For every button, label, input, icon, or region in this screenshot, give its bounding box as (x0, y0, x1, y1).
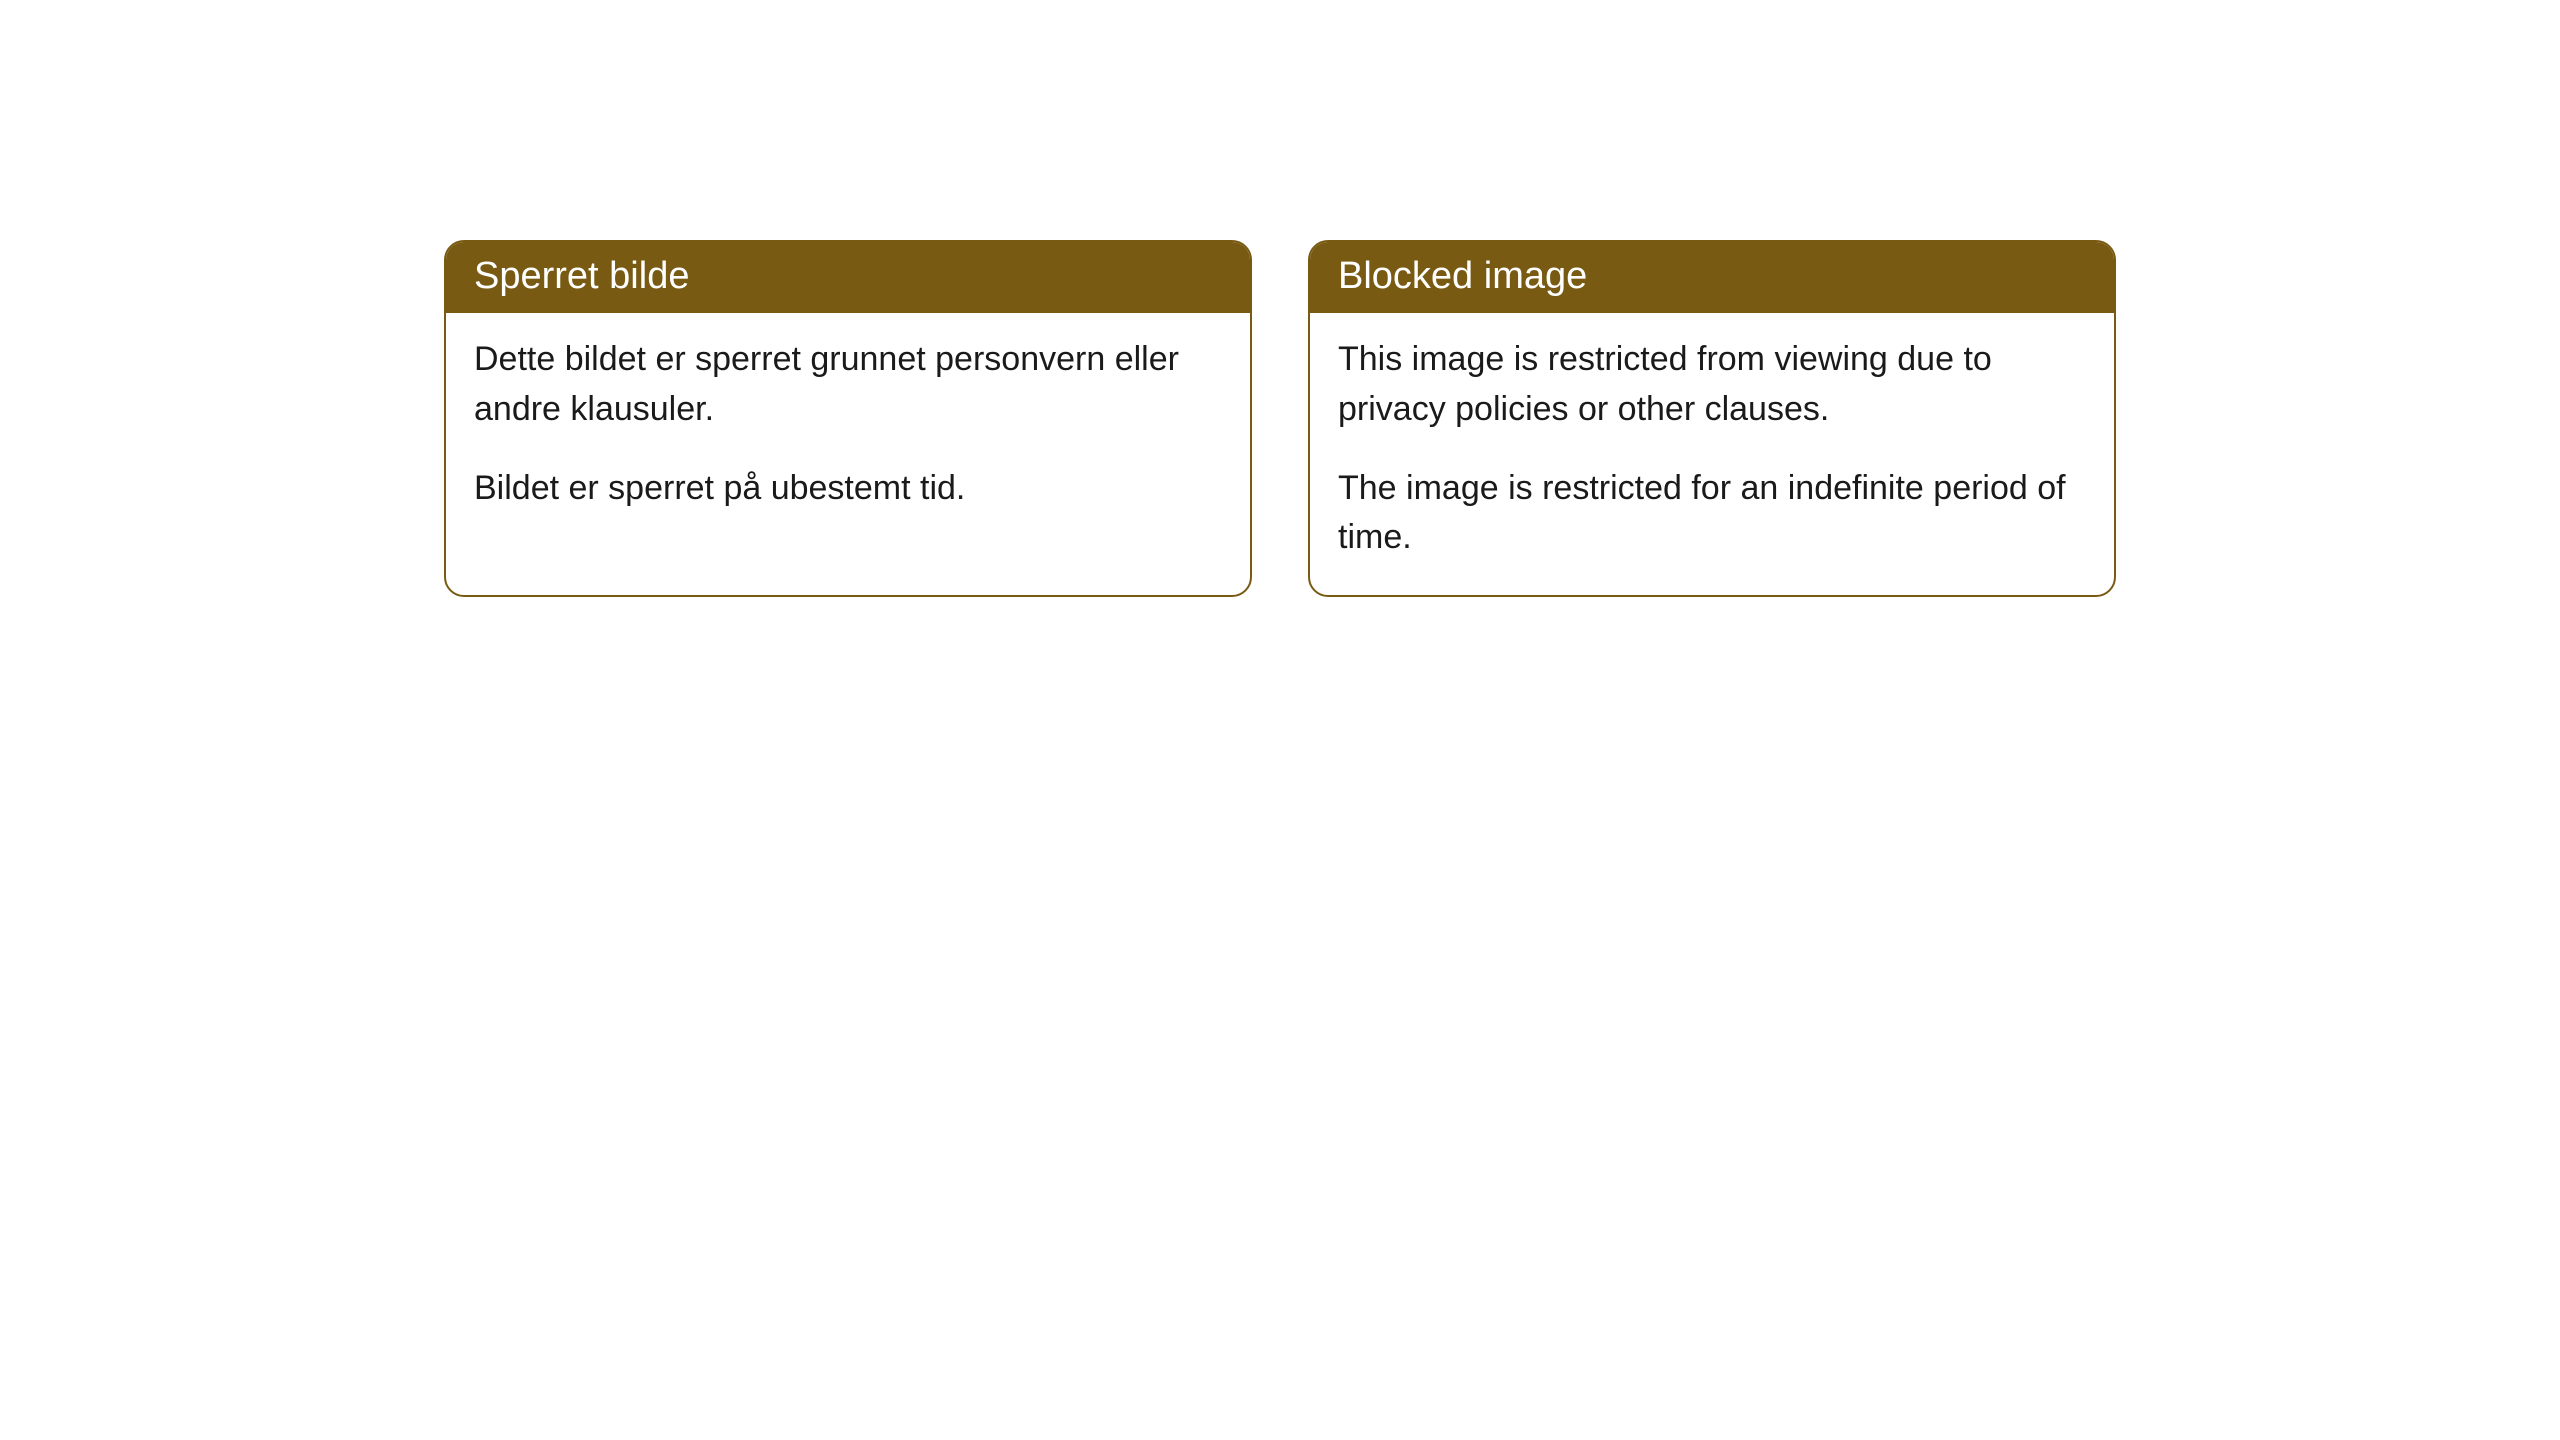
notice-card-english: Blocked image This image is restricted f… (1308, 240, 2116, 597)
notice-paragraph: Dette bildet er sperret grunnet personve… (474, 335, 1222, 434)
notice-paragraph: The image is restricted for an indefinit… (1338, 464, 2086, 563)
notice-body-norwegian: Dette bildet er sperret grunnet personve… (446, 313, 1250, 545)
notice-header-norwegian: Sperret bilde (446, 242, 1250, 313)
notice-paragraph: This image is restricted from viewing du… (1338, 335, 2086, 434)
notice-paragraph: Bildet er sperret på ubestemt tid. (474, 464, 1222, 513)
notice-card-norwegian: Sperret bilde Dette bildet er sperret gr… (444, 240, 1252, 597)
notice-header-english: Blocked image (1310, 242, 2114, 313)
notice-body-english: This image is restricted from viewing du… (1310, 313, 2114, 594)
notice-container: Sperret bilde Dette bildet er sperret gr… (444, 240, 2116, 597)
